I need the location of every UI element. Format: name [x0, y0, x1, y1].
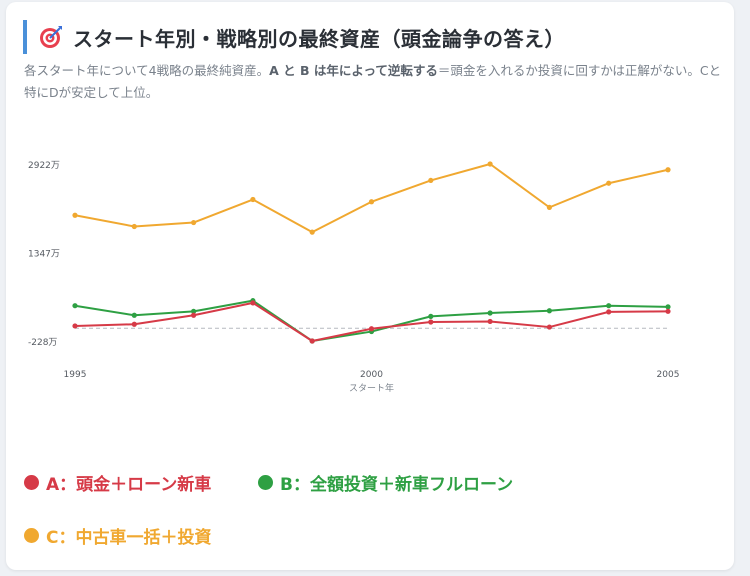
y-tick-label: 1347万: [28, 250, 60, 260]
data-point: [72, 323, 78, 329]
data-point: [606, 180, 612, 186]
data-point: [665, 304, 671, 310]
data-point: [546, 204, 553, 210]
data-point: [606, 309, 612, 315]
target-icon: [40, 26, 62, 48]
series-line-0: [74, 163, 669, 234]
data-point: [191, 219, 197, 226]
data-point: [250, 196, 256, 203]
legend-dot-b: [258, 475, 273, 490]
chart-description: 各スタート年について4戦略の最終純資産。A と B は年によって逆転する＝頭金を…: [24, 60, 724, 104]
x-tick-label: 1995: [64, 370, 87, 380]
series-line-1: [74, 299, 669, 342]
data-point: [72, 303, 78, 309]
data-point: [546, 308, 553, 314]
legend-label-c: C：中古車一括＋投資: [46, 528, 212, 548]
x-tick-label: 2000: [360, 370, 383, 380]
data-point: [487, 310, 493, 316]
data-point: [487, 318, 493, 325]
data-point: [250, 300, 256, 306]
data-point: [665, 167, 671, 173]
desc-text-1: 各スタート年について4戦略の最終純資産。: [24, 63, 270, 78]
y-tick-label: 2922万: [28, 161, 60, 171]
data-point: [131, 312, 137, 318]
data-point: [487, 161, 493, 167]
legend-item-c: C：中古車一括＋投資: [24, 523, 211, 548]
data-point: [368, 199, 375, 205]
data-point: [665, 308, 671, 314]
data-point: [309, 338, 315, 344]
data-point: [606, 303, 612, 309]
legend-item-a: A：頭金＋ローン新車: [24, 470, 211, 495]
y-tick-label: -228万: [28, 338, 57, 348]
title-row: スタート年別・戦略別の最終資産（頭金論争の答え）: [23, 20, 565, 54]
data-point: [191, 308, 197, 314]
data-point: [309, 229, 315, 235]
data-point: [72, 212, 78, 218]
data-point: [428, 319, 434, 325]
data-point: [428, 177, 434, 184]
legend-label-a: A：頭金＋ローン新車: [46, 475, 212, 495]
data-point: [368, 326, 375, 332]
data-point: [131, 321, 137, 327]
data-point: [131, 223, 137, 230]
data-point: [546, 324, 553, 330]
x-tick-label: 2005: [657, 370, 680, 380]
chart-card: スタート年別・戦略別の最終資産（頭金論争の答え） 各スタート年について4戦略の最…: [6, 2, 734, 570]
desc-bold-text: A と B は年によって逆転する: [269, 63, 438, 78]
legend-dot-a: [24, 475, 39, 490]
x-axis-label: スタート年: [349, 382, 394, 394]
page-title: スタート年別・戦略別の最終資産（頭金論争の答え）: [73, 26, 565, 51]
legend-item-b: B：全額投資＋新車フルローン: [258, 470, 513, 495]
data-point: [428, 313, 434, 319]
data-point: [191, 312, 197, 318]
legend-dot-c: [24, 528, 39, 543]
legend-label-b: B：全額投資＋新車フルローン: [280, 475, 514, 495]
desc-text-2: ＝頭金を入れるか投資に回すかは正解がない。Cと特にDが安定して上位。: [24, 63, 722, 100]
